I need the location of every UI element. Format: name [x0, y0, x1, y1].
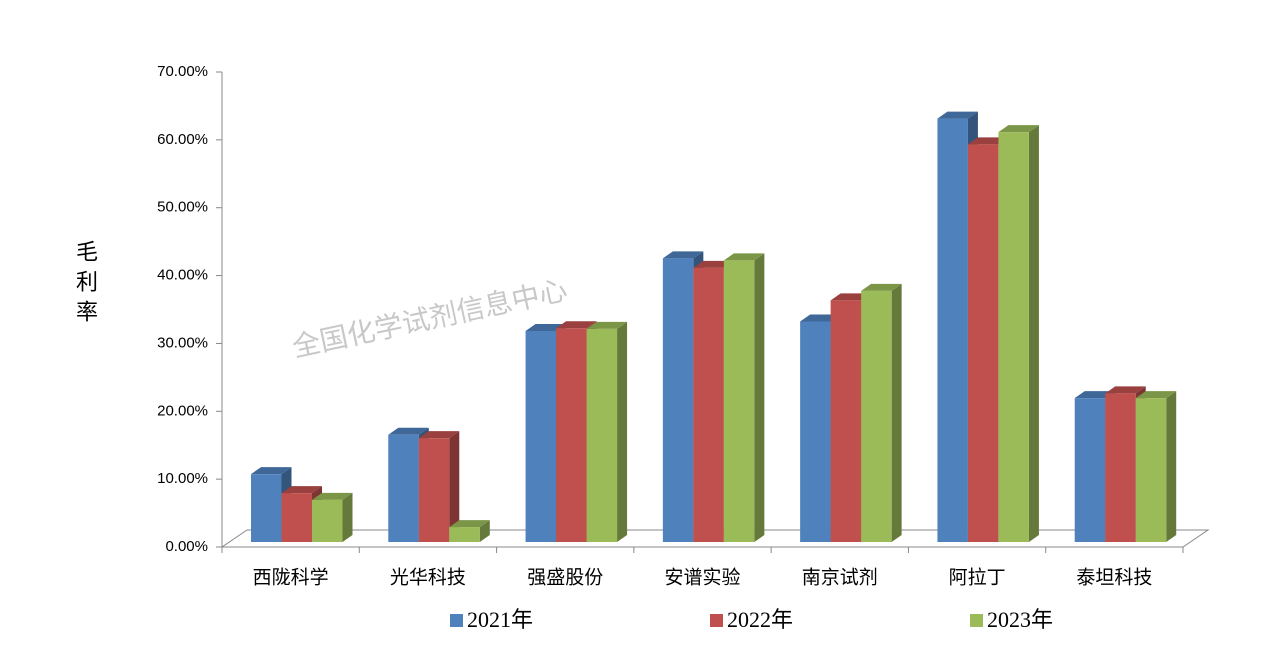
bar-face: [342, 492, 353, 542]
bar-face: [937, 111, 978, 119]
bar-face: [1166, 391, 1177, 542]
bar: [312, 492, 353, 542]
bar-face: [998, 125, 1039, 133]
bar-face: [525, 323, 567, 331]
bar-face: [281, 493, 312, 542]
bar-face: [418, 431, 460, 439]
x-tick-label: 光华科技: [390, 567, 466, 589]
bar-face: [251, 467, 292, 475]
legend-swatch: [710, 614, 723, 627]
bar-face: [693, 267, 724, 542]
y-tick-label: 10.00%: [157, 470, 208, 487]
bar-face: [830, 300, 862, 542]
bar-face: [723, 260, 755, 542]
bar-face: [1028, 125, 1039, 543]
bar-face: [693, 260, 734, 268]
bar-face: [1074, 398, 1106, 542]
x-tick-label: 安谱实验: [664, 567, 740, 589]
bar-face: [723, 253, 765, 261]
bar-face: [967, 137, 1009, 145]
y-tick-label: 70.00%: [157, 63, 208, 80]
y-tick-label: 20.00%: [157, 402, 208, 419]
bar-face: [967, 144, 999, 542]
x-tick-label: 阿拉丁: [949, 567, 1006, 589]
bar-face: [998, 132, 1029, 542]
y-axis-label: 毛利率: [72, 240, 98, 330]
bar-face: [525, 330, 557, 542]
y-tick-label: 60.00%: [157, 131, 208, 148]
bar-face: [1074, 391, 1116, 399]
bar-face: [418, 438, 450, 542]
bar-face: [556, 328, 587, 542]
bar-face: [891, 283, 902, 542]
bar-face: [312, 492, 353, 500]
y-tick-label: 40.00%: [157, 267, 208, 284]
bar-face: [662, 251, 704, 259]
y-tick-label: 30.00%: [157, 334, 208, 351]
bar: [586, 321, 628, 542]
legend-label: 2023年: [987, 607, 1053, 632]
legend-label: 2021年: [467, 607, 533, 632]
bar-face: [662, 258, 694, 542]
bar-face: [1105, 393, 1136, 542]
bar: [1135, 391, 1177, 542]
bar: [251, 467, 292, 542]
bar-face: [251, 474, 282, 542]
bar-face: [1105, 386, 1146, 394]
bar-face: [586, 321, 628, 329]
bar-face: [800, 314, 841, 322]
bar-face: [449, 527, 480, 542]
bar-face: [617, 321, 628, 542]
bar-face: [754, 253, 765, 542]
bar: [861, 283, 902, 542]
legend-swatch: [450, 614, 463, 627]
x-tick-label: 泰坦科技: [1076, 567, 1152, 589]
x-tick-label: 西陇科学: [253, 567, 329, 589]
bar-face: [1135, 398, 1167, 542]
bar-face: [449, 520, 490, 528]
bar-face: [800, 321, 831, 542]
x-tick-label: 强盛股份: [527, 567, 603, 589]
bar-face: [861, 290, 892, 542]
legend-label: 2022年: [727, 607, 793, 632]
bar: [449, 520, 490, 542]
bar-face: [861, 283, 902, 291]
bar-face: [388, 434, 419, 542]
bar-face: [937, 118, 968, 543]
bar-face: [312, 499, 343, 542]
y-tick-label: 50.00%: [157, 199, 208, 216]
bar-face: [830, 293, 872, 301]
bar-face: [586, 328, 618, 542]
y-tick-label: 0.00%: [165, 538, 208, 555]
x-tick-label: 南京试剂: [802, 567, 878, 589]
legend-swatch: [970, 614, 983, 627]
bar: [418, 431, 460, 542]
bar-face: [479, 520, 490, 542]
bar: [723, 253, 765, 542]
bar: [998, 125, 1039, 543]
bar-face: [556, 321, 597, 329]
bar-face: [449, 431, 460, 542]
bar-face: [1135, 391, 1177, 399]
bar-face: [388, 427, 429, 435]
bar-face: [281, 486, 322, 494]
floor: [220, 529, 1210, 548]
